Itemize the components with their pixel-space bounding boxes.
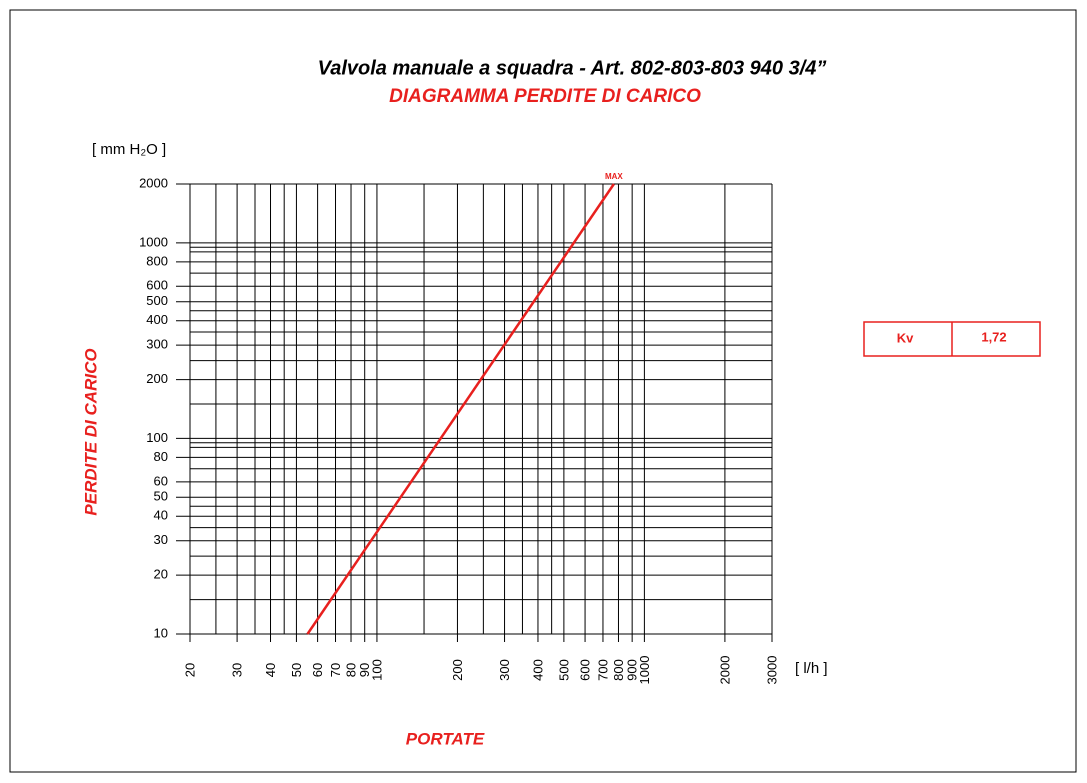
y-tick-label: 500: [146, 293, 168, 308]
x-tick-label: 3000: [764, 656, 779, 685]
data-line: [306, 183, 615, 635]
kv-value: 1,72: [981, 329, 1006, 344]
y-tick-label: 2000: [139, 175, 168, 190]
y-tick-label: 800: [146, 253, 168, 268]
x-tick-label: 900: [625, 659, 640, 681]
y-tick-label: 20: [154, 567, 168, 582]
x-tick-label: 50: [289, 663, 304, 677]
y-tick-label: 30: [154, 532, 168, 547]
x-tick-label: 300: [497, 659, 512, 681]
x-tick-label: 90: [357, 663, 372, 677]
x-tick-label: 2000: [717, 656, 732, 685]
x-axis-label: PORTATE: [406, 729, 485, 748]
x-tick-label: 20: [182, 663, 197, 677]
x-tick-label: 30: [230, 663, 245, 677]
y-unit: [ mm H₂O ]: [92, 141, 166, 158]
chart-subtitle: DIAGRAMMA PERDITE DI CARICO: [389, 86, 701, 107]
y-tick-label: 40: [154, 508, 168, 523]
x-tick-label: 40: [263, 663, 278, 677]
x-tick-label: 700: [595, 659, 610, 681]
x-tick-label: 70: [328, 663, 343, 677]
y-tick-label: 200: [146, 371, 168, 386]
y-tick-label: 600: [146, 278, 168, 293]
x-tick-label: 800: [611, 659, 626, 681]
x-unit: [ l/h ]: [795, 660, 828, 677]
x-tick-label: 1000: [637, 656, 652, 685]
annotation: MAX: [605, 172, 623, 181]
kv-header: Kv: [897, 330, 914, 345]
frame: [9, 9, 1077, 773]
y-tick-label: 50: [154, 489, 168, 504]
chart-title: Valvola manuale a squadra - Art. 802-803…: [318, 57, 827, 79]
y-tick-label: 60: [154, 473, 168, 488]
y-tick-label: 100: [146, 430, 168, 445]
x-tick-label: 500: [556, 659, 571, 681]
y-tick-label: 1000: [139, 234, 168, 249]
y-tick-label: 400: [146, 312, 168, 327]
y-axis-label: PERDITE DI CARICO: [81, 348, 100, 515]
x-tick-label: 100: [369, 659, 384, 681]
x-tick-label: 80: [343, 663, 358, 677]
x-tick-label: 600: [577, 659, 592, 681]
y-tick-label: 300: [146, 337, 168, 352]
y-tick-label: 80: [154, 449, 168, 464]
x-tick-label: 200: [450, 659, 465, 681]
y-tick-label: 10: [154, 625, 168, 640]
x-tick-label: 400: [530, 659, 545, 681]
x-tick-label: 60: [310, 663, 325, 677]
